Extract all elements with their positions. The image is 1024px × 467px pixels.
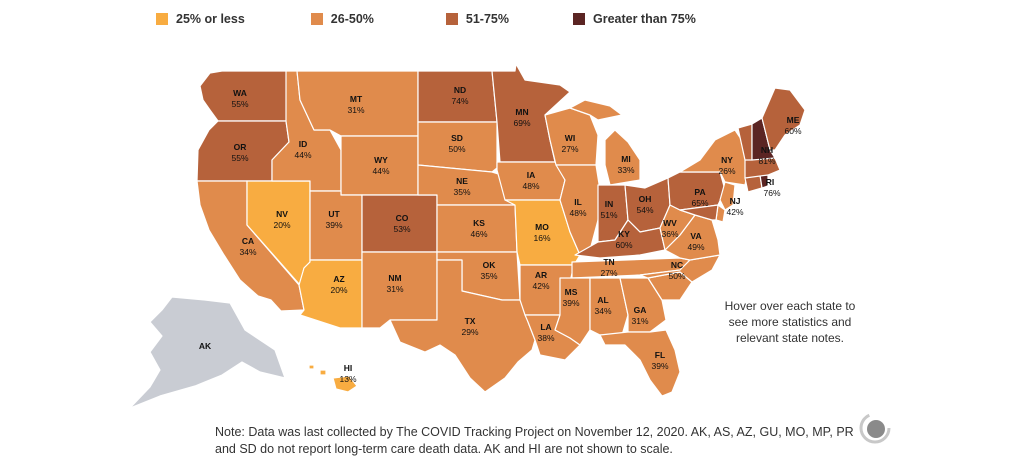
legend-item-greater-than-75[interactable]: Greater than 75% (572, 12, 696, 26)
state-MI-upper[interactable] (569, 99, 623, 121)
loading-spinner-icon (859, 412, 891, 444)
state-MT[interactable] (296, 70, 419, 137)
state-HI-2[interactable] (319, 369, 327, 376)
footer-note: Note: Data was last collected by The COV… (215, 425, 854, 456)
state-FL[interactable] (599, 329, 681, 397)
label-pct-NJ: 42% (726, 207, 743, 217)
legend-label: 26-50% (330, 12, 374, 26)
state-NJ[interactable] (719, 181, 736, 211)
state-TX[interactable] (389, 259, 536, 393)
state-RI[interactable] (759, 174, 769, 189)
legend-swatch (445, 13, 458, 25)
state-MD[interactable] (679, 204, 719, 221)
state-MN[interactable] (491, 63, 571, 163)
legend-item-26-50[interactable]: 26-50% (310, 12, 374, 26)
legend-item-25-or-less[interactable]: 25% or less (156, 12, 245, 26)
legend-label: 51-75% (465, 12, 509, 26)
state-PA[interactable] (667, 171, 726, 211)
state-NH[interactable] (751, 117, 776, 161)
label-code-HI: HI (344, 363, 353, 373)
legend-item-51-75[interactable]: 51-75% (445, 12, 509, 26)
state-SD[interactable] (417, 121, 498, 173)
hover-instructions: Hover over each state to see more statis… (724, 299, 856, 345)
state-CO[interactable] (361, 194, 438, 253)
state-MA[interactable] (744, 157, 781, 179)
state-ME[interactable] (761, 87, 806, 151)
state-UT[interactable] (309, 190, 363, 261)
state-NM[interactable] (361, 251, 438, 329)
legend-label: 25% or less (176, 12, 245, 26)
state-KY[interactable] (574, 219, 666, 259)
state-WA[interactable] (199, 70, 292, 122)
legend-swatch (310, 13, 323, 25)
state-IA[interactable] (496, 161, 566, 201)
state-NC[interactable] (639, 254, 721, 283)
state-MI[interactable] (604, 129, 641, 186)
legend-swatch (156, 13, 168, 25)
legend-label: Greater than 75% (592, 12, 696, 26)
map-legend: 25% or less 26-50% 51-75% Greater than 7… (156, 12, 746, 26)
state-HI-3[interactable] (308, 364, 315, 370)
label-pct-RI: 76% (763, 188, 780, 198)
state-AK[interactable] (129, 296, 286, 409)
state-HI-1[interactable] (332, 375, 358, 393)
legend-swatch (572, 13, 585, 25)
state-WY[interactable] (340, 135, 419, 196)
state-KS[interactable] (436, 204, 518, 253)
state-AZ[interactable] (298, 259, 363, 329)
state-ND[interactable] (417, 70, 498, 123)
